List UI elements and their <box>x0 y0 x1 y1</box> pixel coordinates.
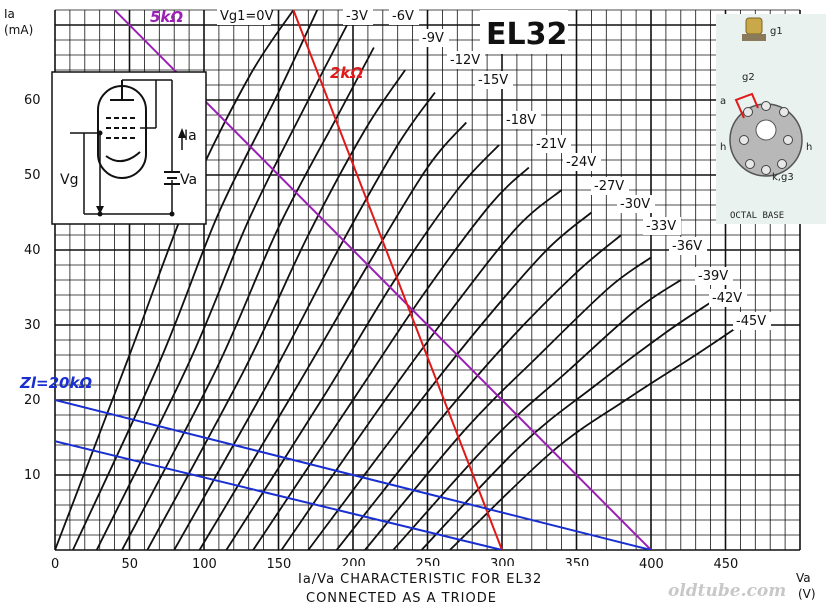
curve-label: -6V <box>392 9 414 24</box>
pin-h-left: h <box>720 142 726 153</box>
y-axis-label: Ia <box>4 7 15 21</box>
x-axis-label: Va <box>796 571 811 585</box>
pin-g2: g2 <box>742 72 755 83</box>
y-axis-unit: (mA) <box>4 23 33 37</box>
x-tick-label: 50 <box>122 557 139 572</box>
chart-title: EL32 <box>486 17 567 52</box>
curve-label: -21V <box>536 137 566 152</box>
caption-line-1: Ia/Va CHARACTERISTIC FOR EL32 <box>298 572 542 587</box>
plate-curve <box>280 189 563 550</box>
curve-label-bg <box>695 267 733 285</box>
curve-label-bg <box>563 153 601 171</box>
x-tick-label: 400 <box>639 557 664 572</box>
y-tick-bg <box>20 90 50 106</box>
schematic-inset: Ia Vg Va <box>51 71 207 225</box>
plate-curve <box>146 69 406 550</box>
y-tick-bg <box>20 315 50 331</box>
octal-base-inset: g1 g2 a h h k,g3 OCTAL BASE <box>716 14 826 224</box>
schematic-ia-label: Ia <box>184 128 197 144</box>
curve-label: -45V <box>736 314 766 329</box>
x-tick-label: 150 <box>267 557 292 572</box>
curve-label: -15V <box>478 73 508 88</box>
load-line-label: 5kΩ <box>150 8 183 26</box>
load-line-label: 2kΩ <box>330 64 363 82</box>
pin-a: a <box>720 96 726 107</box>
curve-label: -27V <box>594 179 624 194</box>
curve-label-bg <box>617 195 655 213</box>
plate-curve <box>198 121 467 550</box>
y-tick-bg <box>20 390 50 406</box>
curve-label: -9V <box>422 31 444 46</box>
plate-curve <box>95 24 348 550</box>
plate-curve <box>72 10 319 550</box>
plate-curve <box>420 301 712 550</box>
schematic-va-label: Va <box>180 172 197 188</box>
load-line-label: Zl=20kΩ <box>19 374 92 392</box>
load-line <box>55 399 652 550</box>
y-tick-label: 50 <box>24 168 41 183</box>
curve-label: -3V <box>346 9 368 24</box>
plate-curve <box>173 91 436 550</box>
curve-label: -24V <box>566 155 596 170</box>
y-tick-label: 10 <box>24 468 41 483</box>
x-tick-label: 450 <box>714 557 739 572</box>
y-tick-label: 30 <box>24 318 41 333</box>
caption-line-2: CONNECTED AS A TRIODE <box>306 591 497 606</box>
schematic-vg-label: Vg <box>60 172 78 188</box>
octal-base-title: OCTAL BASE <box>730 211 784 221</box>
y-tick-bg <box>20 240 50 256</box>
curve-label-bg <box>389 7 419 25</box>
curve-label-bg <box>733 312 771 330</box>
plate-curve <box>392 279 682 550</box>
y-tick-label: 40 <box>24 243 41 258</box>
curve-label: -39V <box>698 269 728 284</box>
curve-label: -36V <box>672 239 702 254</box>
curve-label-bg <box>669 237 707 255</box>
plate-curves <box>55 10 741 550</box>
pin-k: k,g3 <box>772 172 794 183</box>
curve-label-bg <box>533 135 571 153</box>
curve-label-bg <box>419 29 449 47</box>
plate-curve <box>335 234 622 550</box>
curve-label: -18V <box>506 113 536 128</box>
load-lines <box>55 10 652 550</box>
curve-label-bg <box>217 7 271 25</box>
y-tick-label: 20 <box>24 393 41 408</box>
curve-label: -42V <box>712 291 742 306</box>
load-line <box>113 10 652 550</box>
plate-curve <box>364 256 652 550</box>
watermark: oldtube.com <box>668 581 786 601</box>
curve-label: -12V <box>450 53 480 68</box>
title-box: EL32 <box>480 10 568 54</box>
y-tick-label: 60 <box>24 93 41 108</box>
curve-label-bg <box>709 289 747 307</box>
plate-curve <box>252 166 530 550</box>
curve-label-bg <box>643 217 681 235</box>
x-tick-label: 0 <box>51 557 59 572</box>
y-tick-bg <box>20 165 50 181</box>
x-axis-unit: (V) <box>798 587 816 601</box>
curve-label: -30V <box>620 197 650 212</box>
load-line <box>292 10 503 550</box>
curve-label: Vg1=0V <box>220 9 274 24</box>
load-line <box>55 440 503 550</box>
y-tick-bg <box>20 465 50 481</box>
pin-g1: g1 <box>770 26 783 37</box>
plate-curve <box>121 47 375 550</box>
plate-curve <box>449 324 741 550</box>
curve-label-bg <box>475 71 513 89</box>
pin-h-right: h <box>806 142 812 153</box>
curve-label-bg <box>591 177 629 195</box>
curve-label-bg <box>343 7 373 25</box>
curve-label: -33V <box>646 219 676 234</box>
curve-label-bg <box>447 51 485 69</box>
curve-label-bg <box>503 111 541 129</box>
curve-labels: Vg1=0V -3V -6V -9V -12V -15V -18V-21V-24V -27V -… <box>217 7 771 330</box>
x-tick-label: 100 <box>192 557 217 572</box>
plate-curve <box>225 144 500 550</box>
